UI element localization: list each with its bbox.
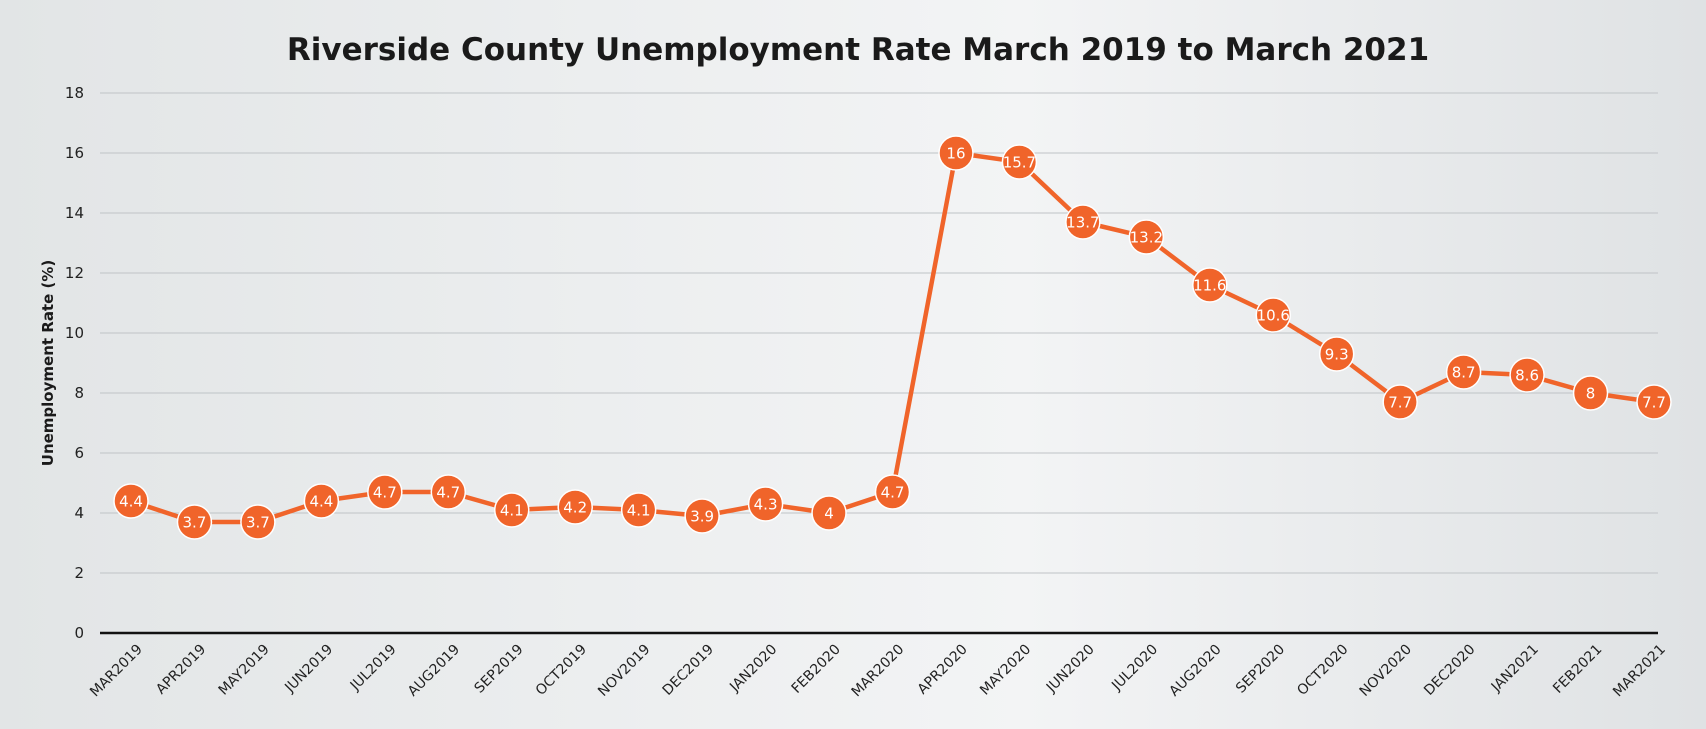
x-tick-label: JAN2021 bbox=[1488, 642, 1542, 696]
data-label: 4.4 bbox=[119, 493, 143, 511]
y-tick-label: 0 bbox=[74, 624, 84, 642]
data-point bbox=[1001, 144, 1038, 180]
y-axis-ticks: 0 2 4 6 8 10 12 14 16 18 bbox=[65, 84, 84, 642]
x-tick-label: JUN2019 bbox=[281, 642, 336, 697]
x-tick-label: SEP2019 bbox=[472, 642, 527, 697]
data-label: 4.2 bbox=[563, 499, 587, 517]
x-tick-label: FEB2020 bbox=[789, 642, 844, 697]
y-tick-label: 8 bbox=[74, 384, 84, 402]
x-tick-label: APR2020 bbox=[915, 642, 971, 698]
x-tick-label: DEC2019 bbox=[660, 642, 717, 699]
x-tick-label: AUG2019 bbox=[405, 642, 463, 700]
data-point bbox=[1128, 219, 1165, 255]
data-point bbox=[1382, 384, 1418, 420]
x-tick-label: OCT2019 bbox=[533, 642, 590, 699]
data-point bbox=[303, 483, 340, 519]
y-tick-label: 12 bbox=[65, 264, 84, 282]
data-label: 3.7 bbox=[183, 514, 207, 532]
data-point bbox=[176, 504, 213, 540]
data-point bbox=[1509, 357, 1545, 393]
y-tick-label: 10 bbox=[65, 324, 84, 342]
data-point bbox=[1192, 267, 1228, 303]
data-label: 13.2 bbox=[1130, 229, 1163, 247]
y-tick-label: 16 bbox=[65, 144, 84, 162]
data-label: 8.7 bbox=[1452, 364, 1476, 382]
data-point bbox=[684, 498, 720, 534]
data-label: 4.7 bbox=[436, 484, 460, 502]
x-tick-label: NOV2019 bbox=[595, 642, 653, 700]
data-point bbox=[240, 504, 276, 540]
data-label: 4.4 bbox=[309, 493, 333, 511]
chart-title: Riverside County Unemployment Rate March… bbox=[287, 32, 1429, 68]
data-label: 16 bbox=[946, 145, 965, 163]
x-tick-label: MAR2019 bbox=[87, 642, 146, 701]
x-tick-label: JUL2019 bbox=[347, 642, 400, 695]
x-tick-label: MAY2020 bbox=[977, 642, 1034, 699]
data-label: 4.1 bbox=[500, 502, 524, 520]
data-point bbox=[811, 495, 847, 531]
data-label: 13.7 bbox=[1066, 214, 1099, 232]
data-point bbox=[1572, 375, 1609, 411]
data-point bbox=[938, 135, 974, 171]
data-point bbox=[874, 474, 911, 510]
y-tick-label: 14 bbox=[65, 204, 84, 222]
x-tick-label: MAY2019 bbox=[216, 642, 273, 699]
data-label: 10.6 bbox=[1257, 307, 1290, 325]
data-point bbox=[430, 474, 467, 510]
y-tick-label: 18 bbox=[65, 84, 84, 102]
data-label: 9.3 bbox=[1325, 346, 1349, 364]
x-tick-label: FEB2021 bbox=[1550, 642, 1605, 697]
x-tick-label: SEP2020 bbox=[1233, 642, 1288, 697]
x-tick-label: MAR2021 bbox=[1610, 642, 1669, 701]
x-tick-label: AUG2020 bbox=[1166, 642, 1224, 700]
data-point bbox=[494, 492, 530, 528]
data-label: 4.3 bbox=[754, 496, 778, 514]
data-point bbox=[1065, 204, 1101, 240]
x-axis-ticks: MAR2019 APR2019 MAY2019 JUN2019 JUL2019 AUG20… bbox=[87, 642, 1669, 701]
data-point bbox=[113, 483, 149, 519]
x-tick-label: DEC2020 bbox=[1421, 642, 1478, 699]
x-tick-label: NOV2020 bbox=[1357, 642, 1415, 700]
data-label: 7.7 bbox=[1388, 394, 1412, 412]
x-tick-label: JAN2020 bbox=[726, 642, 780, 696]
series-unemployment-rate: 4.4 3.7 3.7 4.4 4.7 4.7 4.1 4.2 4.1 3.9 4.3 4 4.7 16 1… bbox=[113, 135, 1672, 540]
x-tick-label: JUL2020 bbox=[1108, 642, 1161, 695]
data-point bbox=[557, 489, 593, 525]
data-label: 4.7 bbox=[373, 484, 397, 502]
data-label: 4.1 bbox=[627, 502, 651, 520]
data-label: 3.7 bbox=[246, 514, 270, 532]
data-point bbox=[1318, 336, 1355, 372]
x-tick-label: MAR2020 bbox=[849, 642, 908, 701]
x-tick-label: JUN2020 bbox=[1043, 642, 1098, 697]
data-point bbox=[747, 486, 784, 522]
data-point bbox=[367, 474, 403, 510]
data-label: 11.6 bbox=[1193, 277, 1226, 295]
data-point bbox=[1445, 354, 1482, 390]
data-label: 4 bbox=[824, 505, 834, 523]
data-label: 7.7 bbox=[1642, 394, 1666, 412]
data-label: 8.6 bbox=[1515, 367, 1539, 385]
data-point bbox=[1636, 384, 1672, 420]
x-tick-label: APR2019 bbox=[153, 642, 209, 698]
y-tick-label: 4 bbox=[74, 504, 84, 522]
data-label: 8 bbox=[1586, 385, 1596, 403]
data-point bbox=[620, 492, 657, 528]
y-axis-label: Unemployment Rate (%) bbox=[39, 260, 57, 466]
data-label: 3.9 bbox=[690, 508, 714, 526]
data-label: 4.7 bbox=[881, 484, 905, 502]
y-tick-label: 2 bbox=[74, 564, 84, 582]
x-tick-label: OCT2020 bbox=[1294, 642, 1351, 699]
y-tick-label: 6 bbox=[74, 444, 84, 462]
gridlines bbox=[100, 92, 1658, 574]
data-label: 15.7 bbox=[1003, 154, 1036, 172]
data-point bbox=[1255, 297, 1291, 333]
series-line bbox=[130, 150, 1655, 525]
